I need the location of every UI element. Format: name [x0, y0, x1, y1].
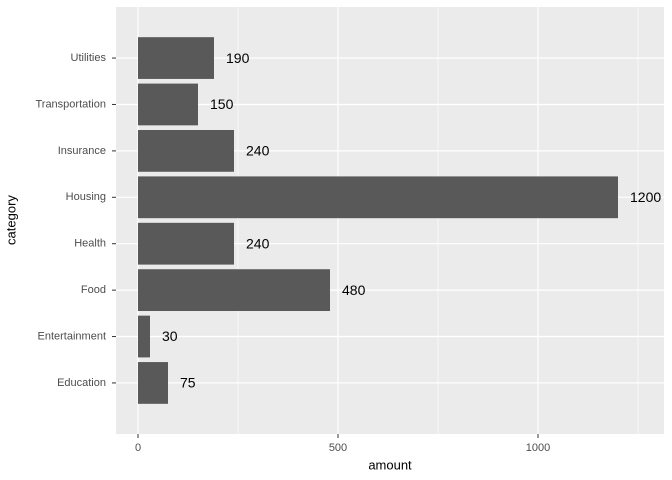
value-label: 240 [246, 235, 270, 251]
x-axis-title: amount [368, 457, 412, 472]
value-label: 30 [162, 328, 178, 344]
y-tick-label: Education [57, 377, 106, 389]
bar [138, 269, 330, 312]
y-tick-label: Health [74, 238, 106, 250]
bar [138, 315, 150, 358]
x-tick-label: 500 [329, 442, 347, 454]
x-tick-label: 1000 [526, 442, 550, 454]
value-label: 75 [180, 375, 196, 391]
value-label: 190 [226, 50, 250, 66]
y-tick-label: Entertainment [38, 330, 106, 342]
value-label: 240 [246, 143, 270, 159]
x-tick-label: 0 [135, 442, 141, 454]
value-label: 480 [342, 282, 366, 298]
y-axis-title: category [3, 195, 18, 245]
y-tick-label: Housing [66, 191, 106, 203]
bar [138, 176, 618, 219]
bar [138, 362, 168, 404]
y-tick-label: Transportation [35, 98, 106, 110]
bar [138, 222, 234, 265]
bar [138, 129, 234, 172]
bar [138, 37, 214, 79]
y-tick-label: Utilities [71, 52, 107, 64]
y-tick-label: Food [81, 284, 106, 296]
bar [138, 83, 198, 126]
y-tick-label: Insurance [58, 145, 106, 157]
value-label: 1200 [630, 189, 661, 205]
value-label: 150 [210, 96, 234, 112]
